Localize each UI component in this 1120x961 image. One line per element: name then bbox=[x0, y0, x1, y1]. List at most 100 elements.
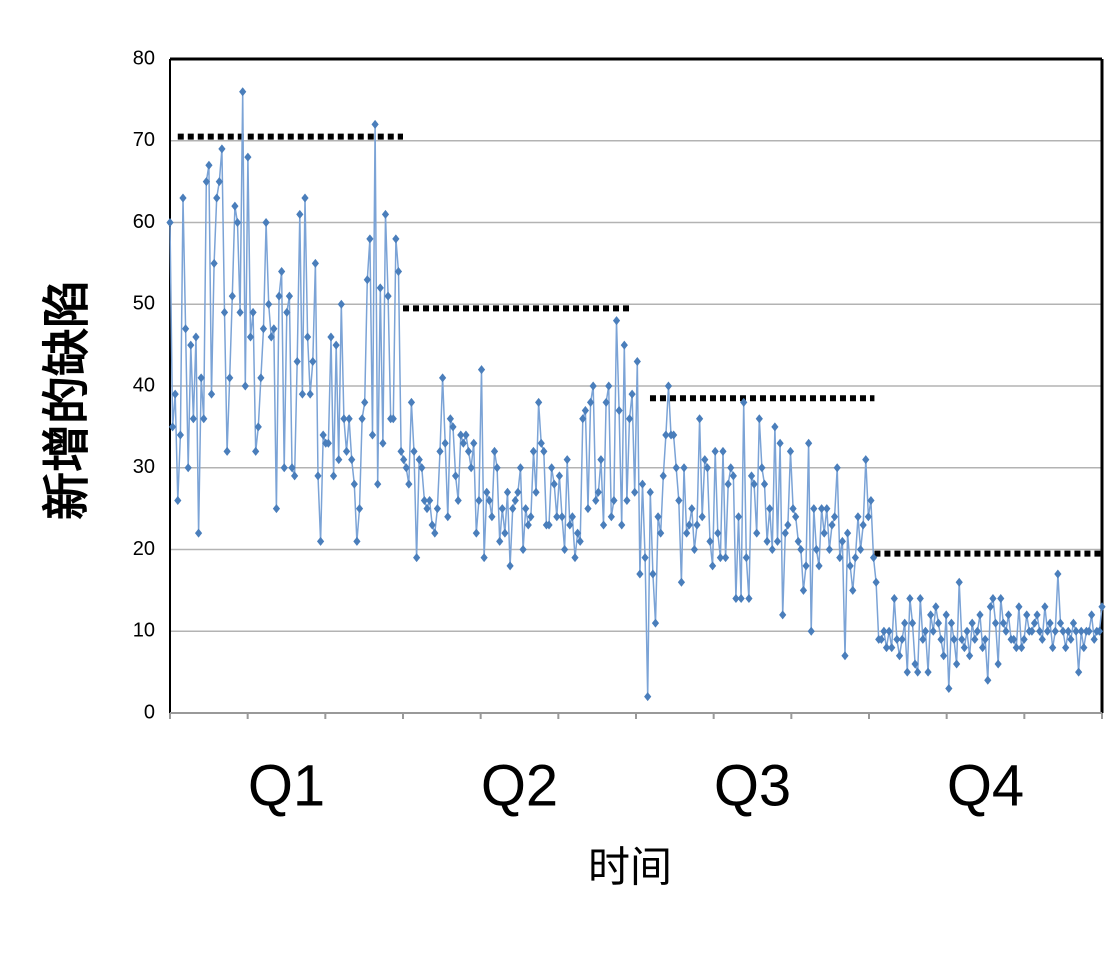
data-point bbox=[291, 471, 299, 481]
data-point bbox=[490, 446, 499, 456]
data-point bbox=[615, 406, 623, 416]
data-point bbox=[753, 528, 761, 538]
data-point bbox=[324, 438, 332, 448]
data-point bbox=[563, 455, 571, 465]
data-point bbox=[584, 504, 592, 514]
data-point bbox=[729, 471, 737, 481]
data-point bbox=[1017, 643, 1026, 653]
data-point bbox=[680, 463, 688, 473]
data-point bbox=[599, 520, 608, 530]
data-point bbox=[838, 536, 846, 546]
data-point bbox=[859, 520, 867, 530]
data-point bbox=[296, 209, 304, 219]
data-point bbox=[711, 446, 719, 456]
data-point bbox=[602, 397, 610, 407]
data-point bbox=[431, 528, 439, 538]
data-point bbox=[589, 381, 597, 391]
data-point bbox=[833, 463, 841, 473]
data-point bbox=[818, 504, 826, 514]
data-point bbox=[371, 119, 379, 129]
data-point bbox=[472, 528, 480, 538]
data-point bbox=[498, 504, 506, 514]
data-point bbox=[389, 414, 397, 424]
data-point bbox=[197, 373, 205, 383]
data-point bbox=[867, 495, 875, 505]
data-point bbox=[244, 152, 252, 162]
data-point bbox=[942, 610, 950, 620]
data-point bbox=[810, 504, 818, 514]
data-point bbox=[911, 659, 919, 669]
data-point bbox=[984, 675, 992, 685]
data-point bbox=[836, 553, 844, 563]
data-point bbox=[768, 545, 776, 554]
data-point bbox=[501, 528, 509, 538]
data-point bbox=[311, 258, 319, 268]
data-point bbox=[662, 430, 670, 440]
data-point bbox=[241, 381, 249, 391]
data-point bbox=[610, 495, 618, 505]
data-point bbox=[721, 553, 730, 563]
data-point bbox=[605, 381, 613, 391]
data-point bbox=[218, 144, 226, 154]
data-point bbox=[641, 553, 649, 563]
data-point bbox=[755, 414, 763, 424]
x-axis-label: 时间 bbox=[588, 843, 672, 892]
y-tick-label: 40 bbox=[133, 374, 155, 396]
data-point bbox=[470, 438, 478, 448]
data-point bbox=[402, 463, 410, 473]
data-point bbox=[220, 307, 229, 317]
data-point bbox=[893, 634, 901, 644]
data-point bbox=[672, 463, 680, 473]
data-point bbox=[825, 545, 834, 554]
data-point bbox=[1062, 643, 1070, 653]
data-point bbox=[675, 495, 683, 505]
data-point bbox=[475, 495, 483, 505]
data-point bbox=[270, 324, 278, 334]
y-tick-label: 80 bbox=[133, 47, 155, 69]
data-point bbox=[176, 430, 184, 440]
data-point bbox=[937, 634, 945, 644]
data-point bbox=[493, 463, 501, 473]
data-point bbox=[677, 577, 686, 587]
data-point bbox=[179, 193, 187, 203]
data-point bbox=[958, 634, 966, 644]
quarter-label: Q4 bbox=[947, 753, 1024, 818]
data-point bbox=[202, 177, 210, 187]
data-point bbox=[638, 479, 647, 489]
data-point bbox=[1010, 634, 1018, 644]
data-point bbox=[940, 651, 948, 661]
data-point bbox=[454, 495, 462, 505]
data-point bbox=[670, 430, 678, 440]
data-point bbox=[719, 446, 727, 456]
data-point bbox=[903, 667, 911, 677]
data-point bbox=[496, 536, 504, 546]
data-point bbox=[527, 512, 535, 522]
data-point bbox=[423, 504, 431, 514]
data-point bbox=[651, 618, 660, 628]
data-point bbox=[407, 397, 416, 407]
data-point bbox=[815, 561, 823, 571]
data-point bbox=[358, 414, 366, 424]
data-point bbox=[1041, 602, 1049, 612]
data-point bbox=[620, 340, 628, 350]
data-point bbox=[413, 553, 421, 563]
data-point bbox=[586, 397, 595, 407]
data-point bbox=[246, 332, 255, 342]
data-point bbox=[509, 504, 517, 514]
data-point bbox=[226, 373, 234, 383]
data-point bbox=[636, 569, 644, 579]
data-point bbox=[953, 659, 961, 669]
data-point bbox=[864, 512, 872, 522]
data-point bbox=[690, 545, 699, 554]
data-point bbox=[252, 446, 260, 456]
data-point bbox=[766, 504, 774, 514]
data-point bbox=[379, 438, 387, 448]
data-point bbox=[994, 659, 1002, 669]
data-point bbox=[843, 528, 852, 538]
data-point bbox=[254, 422, 262, 432]
data-point bbox=[771, 422, 779, 432]
data-point bbox=[184, 463, 192, 473]
data-point bbox=[275, 291, 283, 301]
data-point bbox=[646, 487, 654, 497]
